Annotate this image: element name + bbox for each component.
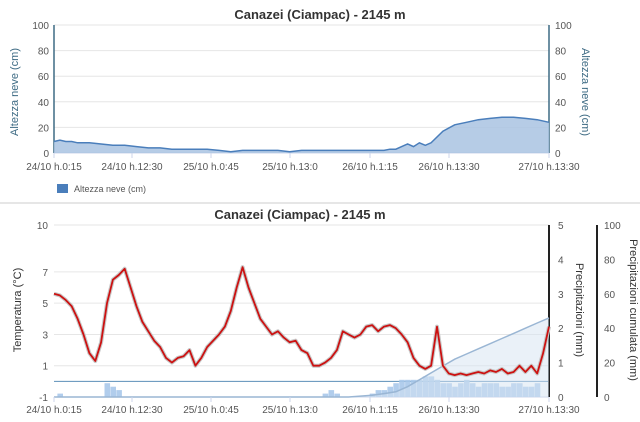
precip-cum-y-tick-label: 0 <box>604 393 610 404</box>
temperature-line <box>53 266 550 376</box>
temp-y-tick-label: 7 <box>42 268 48 279</box>
snow-height-chart: Canazei (Ciampac) - 2145 m 020406080100 … <box>9 7 591 194</box>
precip-bar <box>116 390 122 397</box>
snow-y-tick-label-right: 100 <box>555 21 572 32</box>
snow-y-tick-label-right: 20 <box>555 123 567 134</box>
snow-x-tick-label: 24/10 h.0:15 <box>26 162 82 173</box>
precip-y-axis-title: Precipitazioni (mm) <box>573 263 585 357</box>
precip-bar <box>387 386 393 397</box>
precip-bar <box>57 393 63 397</box>
snow-y-tick-label: 20 <box>38 123 50 134</box>
snow-legend-swatch <box>57 184 68 193</box>
snow-y-tick-label: 60 <box>38 72 50 83</box>
precip-cumulative-series <box>54 317 550 398</box>
weather-x-tick-label: 27/10 h.13:30 <box>518 405 580 416</box>
temp-y-tick-label: 5 <box>42 299 48 310</box>
snow-y-tick-label-right: 60 <box>555 72 567 83</box>
precip-cum-y-tick-label: 80 <box>604 255 616 266</box>
snow-y-axis-title-right: Altezza neve (cm) <box>579 48 591 136</box>
precip-y-tick-label: 1 <box>558 359 564 370</box>
snow-x-tick-label: 25/10 h.13:0 <box>262 162 318 173</box>
precip-cum-y-ticks: 0 20 40 60 80 100 <box>604 221 621 404</box>
weather-x-tick-label: 26/10 h.1:15 <box>342 405 398 416</box>
snow-x-tick-label: 26/10 h.13:30 <box>418 162 480 173</box>
precip-bar <box>110 386 116 397</box>
precip-y-tick-label: 0 <box>558 393 564 404</box>
weather-x-tick-label: 25/10 h.13:0 <box>262 405 318 416</box>
snow-y-tick-label-right: 40 <box>555 98 567 109</box>
precip-cum-y-tick-label: 60 <box>604 290 616 301</box>
precip-bar <box>375 390 382 397</box>
temp-y-tick-label: 10 <box>37 221 49 232</box>
precip-y-tick-label: 2 <box>558 324 564 335</box>
weather-chart: Canazei (Ciampac) - 2145 m -1 1 3 5 7 10 0 1 2 3… <box>12 207 639 416</box>
temp-y-ticks: -1 1 3 5 7 10 <box>37 221 49 404</box>
chart-separator <box>0 202 640 204</box>
snow-y-tick-label: 100 <box>32 21 49 32</box>
weather-x-ticks: 24/10 h.0:15 24/10 h.12:30 25/10 h.0:45 25/… <box>26 397 580 416</box>
snow-legend-label: Altezza neve (cm) <box>74 184 146 194</box>
temp-y-tick-label: 3 <box>42 330 48 341</box>
precip-cum-y-tick-label: 100 <box>604 221 621 232</box>
snow-area-fill <box>54 117 549 153</box>
precip-y-tick-label: 4 <box>558 255 564 266</box>
precip-cum-y-axis-title: Precipitazioni cumulata (mm) <box>627 239 639 381</box>
snow-y-ticks-right: 0 20 40 60 80 100 <box>555 21 572 160</box>
precip-y-tick-label: 3 <box>558 290 564 301</box>
snow-y-axis-title-left: Altezza neve (cm) <box>9 48 21 136</box>
snow-y-tick-label: 40 <box>38 98 50 109</box>
precip-cum-y-tick-label: 20 <box>604 359 616 370</box>
snow-x-tick-label: 25/10 h.0:45 <box>183 162 239 173</box>
precip-bar <box>328 390 335 397</box>
precip-cum-line <box>54 317 550 398</box>
weather-x-tick-label: 25/10 h.0:45 <box>183 405 239 416</box>
precip-bar <box>104 383 111 397</box>
precip-y-tick-label: 5 <box>558 221 564 232</box>
precip-y-ticks: 0 1 2 3 4 5 <box>558 221 564 404</box>
snow-x-tick-label: 27/10 h.13:30 <box>518 162 580 173</box>
snow-y-tick-label-right: 0 <box>555 149 561 160</box>
precip-bar <box>322 393 329 397</box>
temp-y-tick-label: 1 <box>42 362 48 373</box>
weather-x-tick-label: 26/10 h.13:30 <box>418 405 480 416</box>
snow-area-series <box>53 116 550 153</box>
precip-cum-area <box>54 317 549 397</box>
temp-y-tick-label: -1 <box>39 393 48 404</box>
weather-x-tick-label: 24/10 h.12:30 <box>101 405 163 416</box>
snow-legend[interactable]: Altezza neve (cm) <box>57 184 146 194</box>
temp-y-axis-title: Temperatura (°C) <box>12 268 24 352</box>
chart-title-snow: Canazei (Ciampac) - 2145 m <box>234 7 405 22</box>
precip-bar <box>334 393 340 397</box>
snow-y-ticks-left: 0 20 40 60 80 100 <box>32 21 49 160</box>
snow-x-tick-label: 26/10 h.1:15 <box>342 162 398 173</box>
snow-x-tick-label: 24/10 h.12:30 <box>101 162 163 173</box>
temperature-series <box>53 265 551 378</box>
precip-bar <box>393 383 399 397</box>
precip-cum-y-tick-label: 40 <box>604 324 616 335</box>
snow-y-tick-label: 0 <box>43 149 49 160</box>
chart-title-weather: Canazei (Ciampac) - 2145 m <box>214 207 385 222</box>
snow-y-tick-label-right: 80 <box>555 47 567 58</box>
weather-x-tick-label: 24/10 h.0:15 <box>26 405 82 416</box>
snow-area-line <box>53 116 550 153</box>
snow-y-tick-label: 80 <box>38 47 50 58</box>
snow-x-ticks: 24/10 h.0:15 24/10 h.12:30 25/10 h.0:45 25/… <box>26 153 580 173</box>
